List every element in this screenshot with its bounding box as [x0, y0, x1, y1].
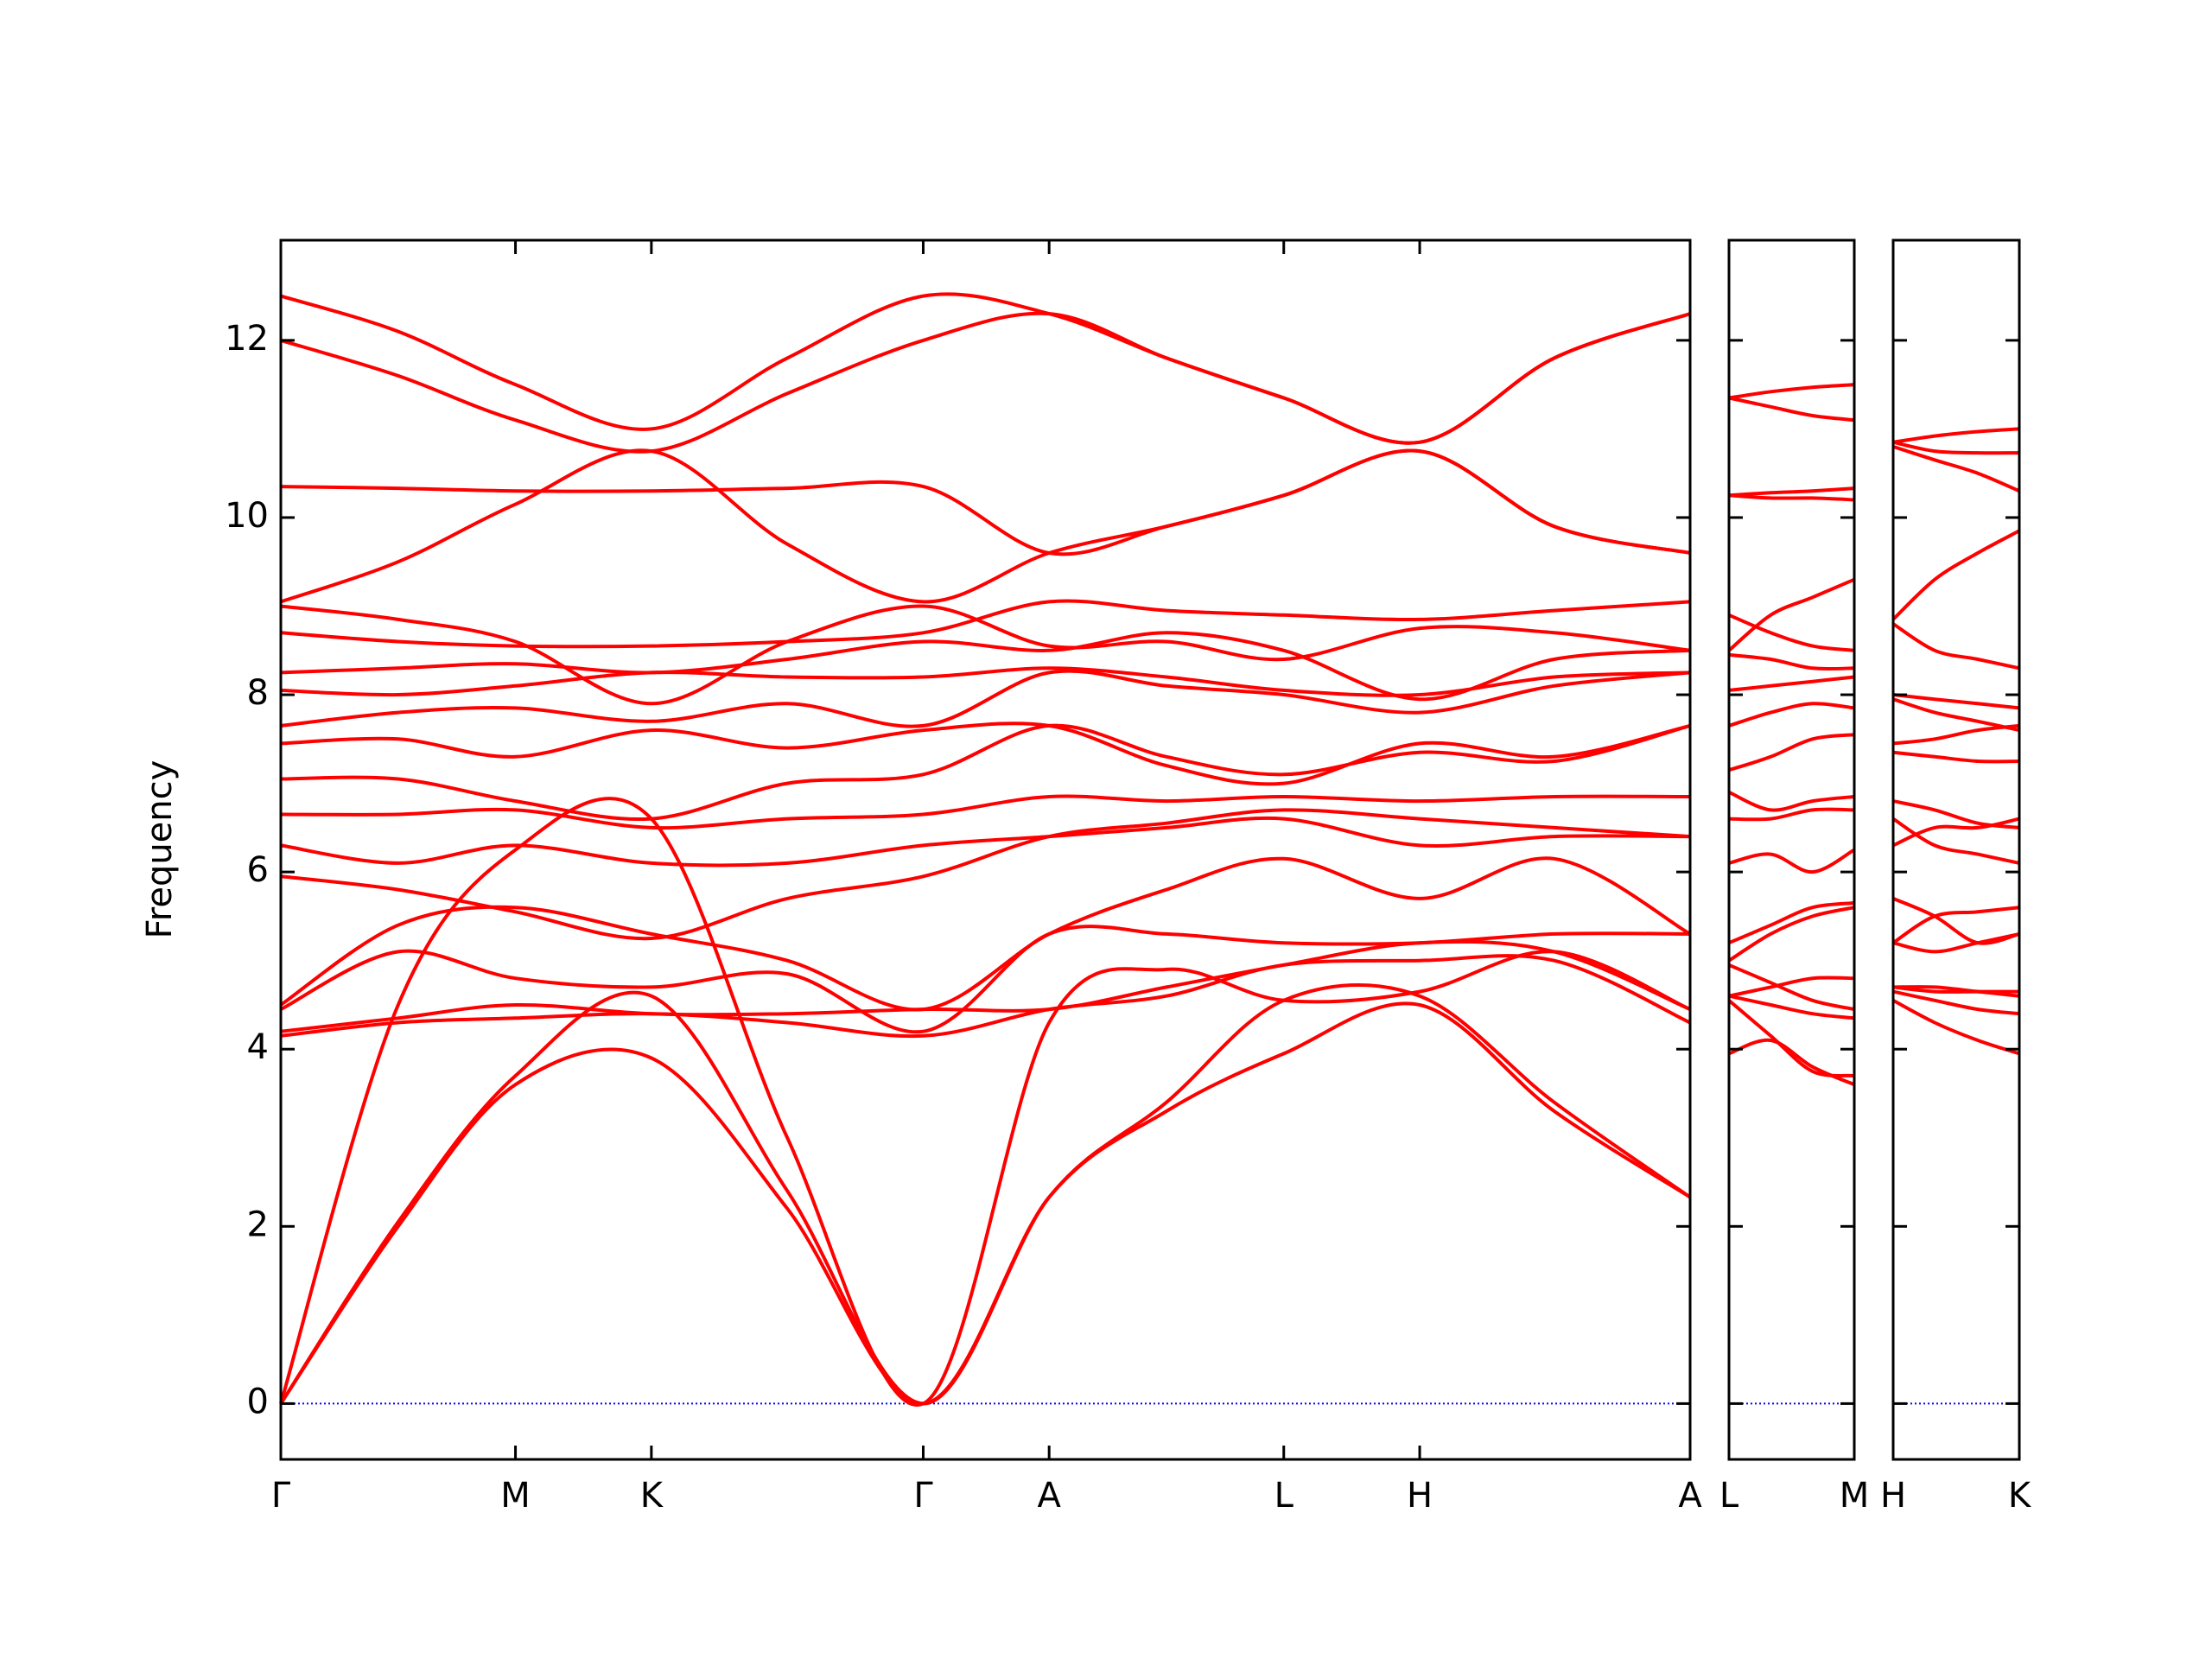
- band-line: [1728, 675, 1855, 692]
- plot-frame: [1727, 238, 1856, 1461]
- band-line: [280, 448, 1691, 604]
- band-line: [1892, 985, 2020, 998]
- x-tick-label: Γ: [913, 1476, 933, 1516]
- band-line: [280, 816, 1691, 868]
- band-line: [1892, 931, 2020, 954]
- y-tick-label: 10: [225, 496, 269, 536]
- band-line: [280, 669, 1691, 728]
- band-line: [1892, 444, 2020, 493]
- band-line: [1727, 999, 1855, 1077]
- band-line: [280, 604, 1691, 706]
- x-tick-label: K: [640, 1476, 664, 1516]
- y-tick-label: 12: [225, 319, 269, 359]
- band-line: [1728, 963, 1855, 1012]
- band-line: [280, 721, 1691, 786]
- x-tick-label: A: [1678, 1476, 1702, 1516]
- band-line: [1892, 897, 2020, 945]
- band-line: [1892, 999, 2020, 1056]
- y-tick-label: 6: [247, 850, 269, 890]
- band-line: [280, 311, 1691, 454]
- x-tick-label: L: [1274, 1476, 1294, 1516]
- band-line: [1892, 693, 2020, 710]
- band-line: [280, 448, 1691, 556]
- band-line: [280, 292, 1691, 445]
- band-line: [1892, 989, 2020, 1016]
- y-tick-label: 0: [247, 1382, 269, 1421]
- band-line: [280, 631, 1691, 702]
- y-tick-label: 4: [247, 1027, 269, 1067]
- band-line: [280, 599, 1691, 649]
- band-line: [1728, 790, 1855, 812]
- band-line: [279, 982, 1692, 1406]
- band-line: [1728, 396, 1855, 423]
- x-tick-label: H: [1880, 1476, 1906, 1516]
- band-line: [1728, 733, 1855, 772]
- band-line: [1892, 817, 2020, 848]
- band-line: [1892, 799, 2020, 830]
- band-line: [1728, 493, 1855, 502]
- band-line: [1892, 440, 2020, 455]
- x-tick-label: K: [2008, 1476, 2032, 1516]
- band-line: [280, 954, 1691, 1039]
- band-line: [1891, 529, 2020, 621]
- band-line: [279, 856, 1691, 1012]
- band-line: [1728, 848, 1856, 874]
- band-line: [1728, 652, 1855, 671]
- band-line: [1727, 577, 1855, 652]
- band-line: [1728, 976, 1855, 998]
- band-line: [1891, 622, 2020, 671]
- band-line: [1892, 985, 2019, 994]
- x-tick-label: L: [1719, 1476, 1739, 1516]
- band-line: [1892, 723, 2020, 746]
- band-line: [1728, 486, 1855, 498]
- plot-frame: [279, 238, 1692, 1461]
- y-tick-label: 8: [247, 673, 269, 713]
- band-line: [280, 794, 1691, 830]
- band-line: [1728, 383, 1855, 400]
- x-tick-label: M: [1840, 1476, 1870, 1516]
- band-line: [1892, 750, 2020, 764]
- band-line: [1728, 702, 1855, 728]
- x-tick-label: M: [500, 1476, 531, 1516]
- band-line: [1892, 427, 2020, 444]
- x-tick-label: Γ: [271, 1476, 291, 1516]
- x-tick-label: H: [1407, 1476, 1433, 1516]
- band-line: [280, 808, 1691, 941]
- y-axis-label: Frequency: [140, 760, 180, 939]
- band-line: [1728, 613, 1855, 652]
- band-line: [1728, 807, 1855, 822]
- band-line: [279, 797, 1691, 1407]
- band-line: [279, 1001, 1692, 1406]
- band-line: [1728, 901, 1855, 945]
- band-line: [1728, 994, 1855, 1020]
- band-line: [1891, 906, 2020, 944]
- band-line: [1728, 1038, 1855, 1087]
- y-tick-label: 2: [247, 1205, 269, 1244]
- band-line: [1892, 697, 2020, 733]
- band-line: [280, 723, 1691, 822]
- band-line: [280, 666, 1691, 697]
- x-tick-label: A: [1037, 1476, 1061, 1516]
- band-line: [1891, 817, 2020, 865]
- band-line: [1727, 906, 1855, 963]
- band-line: [280, 925, 1691, 1034]
- plot-frame: [1891, 238, 2021, 1461]
